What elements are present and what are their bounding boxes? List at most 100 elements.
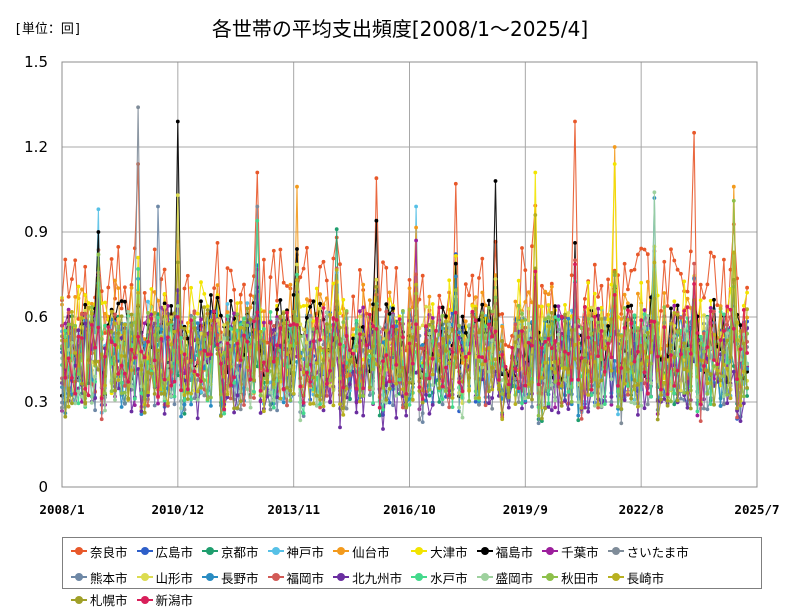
data-point: [417, 385, 422, 389]
data-point: [225, 314, 230, 318]
data-point: [86, 301, 91, 305]
data-point: [457, 405, 461, 410]
data-point: [156, 394, 160, 398]
data-point: [477, 396, 481, 400]
data-point: [649, 319, 653, 324]
data-point: [596, 384, 600, 389]
data-point: [447, 278, 452, 283]
data-point: [152, 247, 157, 252]
data-point: [606, 277, 610, 282]
data-point: [592, 291, 597, 296]
data-point: [523, 318, 528, 322]
data-point: [453, 181, 458, 186]
data-point: [149, 312, 154, 317]
data-point: [427, 411, 432, 416]
data-point: [109, 330, 114, 334]
data-point: [136, 267, 141, 271]
data-point: [612, 270, 617, 274]
data-point: [602, 369, 607, 374]
data-point: [642, 308, 647, 312]
data-point: [70, 376, 74, 380]
data-point: [698, 419, 703, 423]
data-point: [679, 388, 683, 393]
data-point: [731, 184, 736, 189]
data-point: [520, 401, 524, 406]
legend-label: 秋田市: [561, 570, 599, 586]
data-point: [460, 333, 465, 338]
data-point: [520, 312, 524, 316]
data-point: [374, 327, 379, 331]
data-point: [526, 306, 531, 311]
data-point: [291, 322, 296, 326]
data-point: [493, 179, 498, 183]
data-point: [573, 241, 577, 245]
legend-marker: [202, 546, 219, 556]
data-point: [659, 397, 663, 402]
data-point: [394, 327, 399, 332]
data-point: [278, 326, 283, 330]
data-point: [682, 391, 687, 395]
data-point: [480, 302, 485, 307]
data-point: [712, 402, 716, 407]
data-point: [705, 392, 710, 396]
data-point: [559, 384, 564, 388]
data-point: [301, 411, 306, 416]
data-point: [271, 405, 276, 410]
data-point: [645, 252, 650, 257]
data-point: [189, 391, 194, 396]
data-point: [139, 391, 144, 396]
data-point: [225, 395, 230, 400]
data-point: [586, 393, 591, 397]
data-point: [533, 269, 538, 274]
data-point: [401, 335, 405, 339]
data-point: [738, 347, 743, 351]
data-point: [275, 343, 279, 348]
x-tick-label: 2022/8: [619, 502, 664, 517]
data-point: [351, 294, 356, 299]
data-point: [669, 343, 673, 348]
data-point: [414, 322, 418, 327]
data-point: [430, 316, 435, 320]
data-point: [179, 388, 184, 393]
data-point: [503, 364, 508, 369]
data-point: [331, 281, 336, 286]
data-point: [242, 282, 246, 287]
data-point: [192, 369, 197, 374]
data-point: [556, 381, 561, 386]
data-point: [305, 303, 309, 308]
data-point: [695, 331, 700, 335]
data-point: [334, 268, 339, 272]
data-point: [83, 308, 88, 313]
data-point: [331, 316, 336, 320]
legend-label: 盛岡市: [495, 570, 534, 586]
data-point: [381, 427, 385, 431]
data-point: [126, 396, 131, 401]
data-point: [288, 282, 293, 287]
data-point: [467, 293, 471, 298]
data-point: [702, 406, 706, 411]
data-point: [414, 272, 418, 277]
y-tick-label: 0.3: [24, 393, 48, 411]
data-point: [741, 369, 746, 374]
data-point: [328, 378, 332, 383]
data-point: [483, 403, 488, 408]
data-point: [645, 314, 650, 318]
data-point: [364, 343, 369, 348]
data-point: [341, 320, 346, 325]
data-point: [589, 317, 594, 321]
data-point: [192, 396, 197, 401]
data-point: [86, 393, 91, 398]
legend-marker: [136, 546, 153, 556]
data-point: [162, 304, 167, 309]
data-point: [692, 261, 696, 266]
data-point: [636, 413, 640, 417]
data-point: [338, 262, 342, 267]
data-point: [275, 298, 279, 303]
data-point: [612, 162, 617, 166]
data-point: [189, 313, 194, 318]
data-point: [642, 333, 647, 338]
data-point: [99, 336, 104, 341]
data-point: [278, 298, 283, 302]
data-point: [745, 290, 749, 295]
data-point: [639, 303, 644, 308]
